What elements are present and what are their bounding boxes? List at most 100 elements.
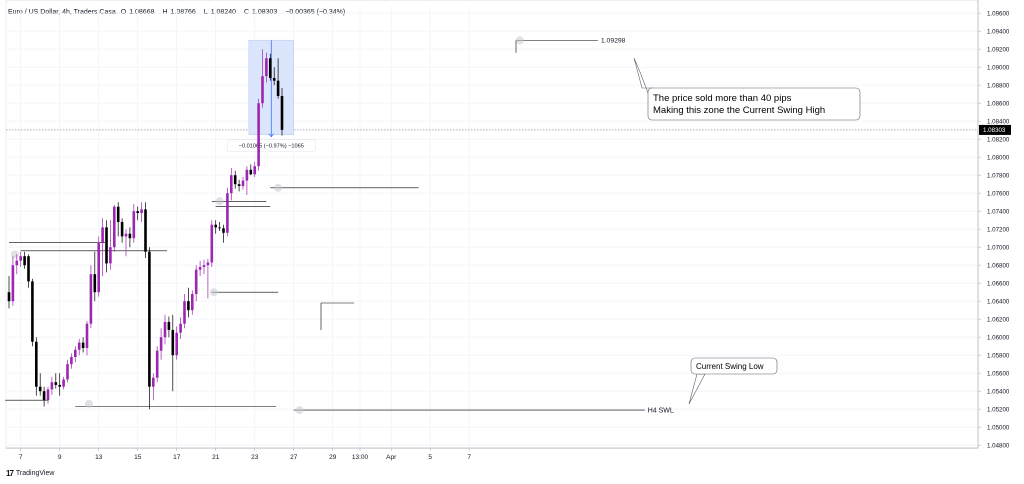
plot-frame	[5, 0, 979, 449]
candle-bull	[179, 323, 182, 333]
candle-bull	[245, 169, 249, 181]
swing-lines	[5, 36, 645, 415]
price-tick-label: 1.05400	[987, 389, 1010, 396]
swing-point-marker	[209, 288, 218, 297]
candle-bull	[101, 227, 104, 243]
candle-bear	[116, 206, 120, 222]
price-tick-label: 1.09400	[987, 29, 1010, 36]
ohlc-high: H 1.08766	[162, 9, 198, 16]
candle-bear	[58, 384, 61, 387]
candle-bear	[23, 256, 26, 266]
price-tick-label: 1.08200	[987, 137, 1010, 144]
last-price-badge	[979, 124, 1011, 135]
time-tick-label: 17	[173, 454, 181, 461]
candle-bear	[105, 227, 108, 264]
candle-bull	[226, 193, 229, 233]
candle-bear	[214, 224, 217, 228]
tradingview-brand: TradingView	[15, 470, 55, 477]
candle-bull	[183, 301, 186, 324]
candle-bull	[113, 206, 116, 248]
swing-point-marker	[274, 183, 283, 192]
time-tick-label: 13:00	[352, 454, 369, 461]
candle-bear	[7, 292, 11, 302]
candle-bull	[77, 342, 81, 350]
callout-box-high	[647, 87, 861, 121]
candle-bull	[140, 209, 143, 213]
candle-bull	[46, 389, 50, 401]
time-tick-label: Apr	[386, 454, 397, 461]
time-tick-label: 15	[134, 454, 142, 461]
candle-bear	[144, 209, 147, 252]
price-axis[interactable]: 1.04800 1.05000 1.05200 1.05400 1.05600 1.058…	[977, 0, 1011, 450]
candle-bull	[97, 242, 100, 293]
swl-label: H4 SWL	[648, 408, 674, 415]
candle-bear	[31, 281, 34, 342]
measure-arrow-head	[268, 133, 275, 138]
candle-bull	[265, 58, 268, 77]
callout-box-low	[690, 357, 778, 375]
candle-bear	[136, 211, 139, 213]
ohlc-close-label: C	[243, 9, 250, 16]
price-tick-label: 1.06600	[987, 281, 1010, 288]
price-tick-label: 1.08000	[987, 155, 1010, 162]
ohlc-low: L 1.08240	[204, 9, 239, 16]
candle-bear	[42, 391, 46, 401]
price-tick-label: 1.04800	[987, 443, 1010, 450]
last-price-label: 1.08303	[983, 127, 1006, 134]
tradingview-logo[interactable]: 17 TradingView	[6, 469, 54, 478]
ohlc-open-value: 1.08668	[129, 9, 155, 16]
candle-bear	[269, 58, 272, 78]
ohlc-close: C 1.08303	[244, 9, 280, 16]
candle-bear	[187, 301, 190, 311]
candle-bear	[120, 222, 124, 237]
price-tick-label: 1.08400	[987, 119, 1010, 126]
annotations: 1.09298 The price sold more than 40 pipsM…	[601, 38, 861, 415]
candle-bull	[62, 379, 65, 387]
tradingview-logo-icon: 17	[6, 469, 14, 478]
candle-bull	[50, 382, 54, 390]
ohlc-open-label: O	[120, 9, 127, 16]
candle-bear	[81, 342, 85, 348]
candle-bull	[210, 224, 214, 263]
time-tick-label: 29	[329, 454, 337, 461]
price-tick-label: 1.07600	[987, 191, 1010, 198]
candle-bull	[155, 350, 159, 378]
ohlc-change: −0.00365 (−0.34%)	[285, 9, 346, 16]
price-tick-label: 1.06800	[987, 263, 1010, 270]
candle-bull	[66, 364, 69, 380]
candle-bull	[124, 233, 128, 237]
ohlc-high-value: 1.08766	[170, 9, 196, 16]
candle-bull	[261, 76, 264, 104]
callout-pointer-low	[688, 373, 706, 405]
candle-bull	[159, 337, 163, 351]
candles	[7, 49, 284, 410]
candle-bull	[70, 357, 73, 365]
ohlc-low-label: L	[203, 9, 208, 16]
candle-bull	[74, 349, 77, 357]
swing-point-marker	[295, 406, 304, 415]
candle-bull	[194, 269, 198, 294]
candle-bear	[27, 256, 30, 282]
candle-bear	[38, 386, 42, 392]
candle-bear	[276, 80, 280, 96]
candle-bull	[85, 323, 89, 348]
time-tick-label: 27	[290, 454, 298, 461]
candle-bear	[233, 175, 237, 185]
candle-bear	[272, 78, 276, 81]
price-tick-label: 1.06400	[987, 299, 1010, 306]
measure-tool: −0.01065 (−0.97%) −1065	[227, 39, 316, 152]
candle-bull	[163, 321, 167, 338]
measure-label-box	[227, 139, 316, 152]
price-tick-label: 1.07400	[987, 209, 1010, 216]
candle-bear	[249, 169, 253, 175]
price-tick-label: 1.05600	[987, 371, 1010, 378]
candle-bull	[202, 265, 206, 267]
candle-bull	[152, 377, 155, 387]
candle-bull	[198, 267, 202, 270]
candle-bull	[89, 274, 93, 324]
grid	[5, 0, 979, 449]
time-axis[interactable]: 7 9 13 15 17 21 23 27 29 13:00 Apr 5 7	[6, 447, 978, 461]
candle-bear	[280, 96, 284, 130]
